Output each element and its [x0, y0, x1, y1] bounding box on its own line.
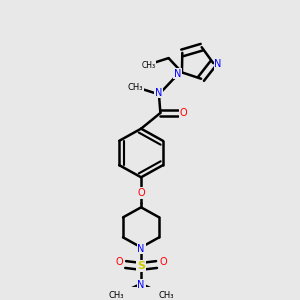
Text: S: S	[137, 261, 145, 271]
Text: O: O	[137, 188, 145, 198]
Text: O: O	[159, 257, 167, 267]
Text: CH₃: CH₃	[142, 61, 156, 70]
Text: O: O	[115, 257, 123, 267]
Text: CH₃: CH₃	[158, 291, 174, 300]
Text: O: O	[180, 108, 188, 118]
Text: N: N	[173, 68, 181, 79]
Text: N: N	[137, 280, 145, 290]
Text: CH₃: CH₃	[128, 83, 143, 92]
Text: N: N	[155, 88, 163, 98]
Text: CH₃: CH₃	[108, 291, 124, 300]
Text: N: N	[137, 244, 145, 254]
Text: N: N	[214, 59, 222, 69]
